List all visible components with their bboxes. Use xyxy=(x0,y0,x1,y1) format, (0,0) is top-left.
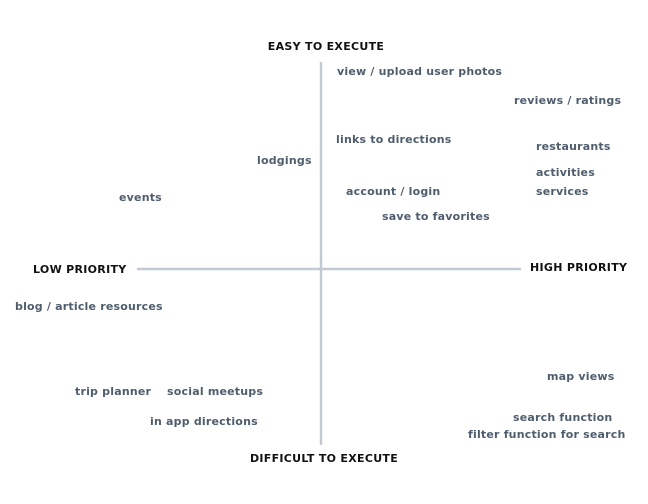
feature-item: activities xyxy=(536,166,595,179)
axis-label-right: HIGH PRIORITY xyxy=(530,261,628,274)
feature-item: social meetups xyxy=(167,385,263,398)
feature-item: restaurants xyxy=(536,140,611,153)
feature-item: view / upload user photos xyxy=(337,65,502,78)
feature-item: map views xyxy=(547,370,615,383)
axis-label-bottom: DIFFICULT TO EXECUTE xyxy=(250,452,398,465)
axis-label-left: LOW PRIORITY xyxy=(33,263,127,276)
feature-item: save to favorites xyxy=(382,210,490,223)
axis-label-top: EASY TO EXECUTE xyxy=(268,40,384,53)
feature-item: events xyxy=(119,191,162,204)
feature-item: links to directions xyxy=(336,133,452,146)
feature-item: reviews / ratings xyxy=(514,94,621,107)
feature-item: trip planner xyxy=(75,385,152,398)
feature-item: blog / article resources xyxy=(15,300,163,313)
feature-item: filter function for search xyxy=(468,428,626,441)
feature-item: lodgings xyxy=(257,154,312,167)
feature-item: in app directions xyxy=(150,415,258,428)
feature-item: account / login xyxy=(346,185,440,198)
feature-item: services xyxy=(536,185,589,198)
feature-item: search function xyxy=(513,411,612,424)
